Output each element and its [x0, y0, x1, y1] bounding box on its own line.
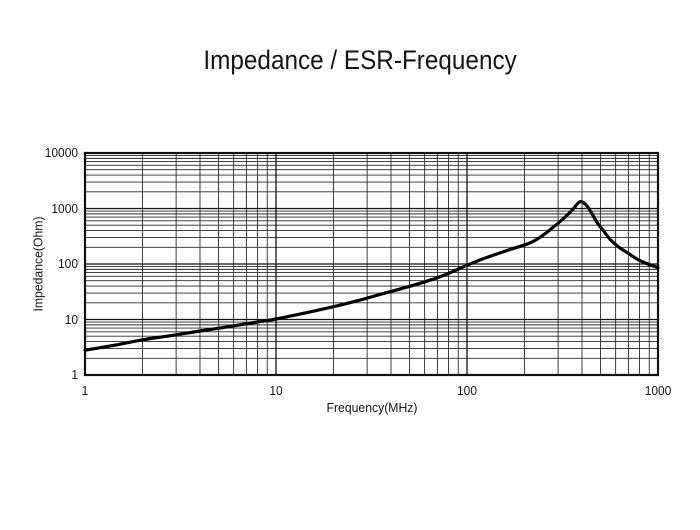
y-tick-label: 100 [58, 256, 78, 271]
y-axis-label: Impedance(Ohm) [30, 216, 46, 312]
impedance-curve [83, 199, 660, 352]
x-tick-label: 1000 [644, 383, 672, 398]
x-tick-label: 100 [457, 383, 477, 398]
y-tick-label: 1000 [51, 200, 78, 216]
x-tick-label: 1 [81, 383, 89, 398]
y-tick-label: 1 [71, 367, 78, 382]
x-tick-label: 10 [269, 383, 283, 398]
y-tick-label: 10 [64, 311, 78, 327]
plot-border [83, 151, 660, 377]
chart-title-text: Impedance / ESR-Frequency [203, 45, 517, 75]
x-axis-label: Frequency(MHz) [325, 400, 417, 415]
chart-title: Impedance / ESR-Frequency [20, 45, 700, 76]
y-tick-label: 10000 [44, 145, 78, 160]
